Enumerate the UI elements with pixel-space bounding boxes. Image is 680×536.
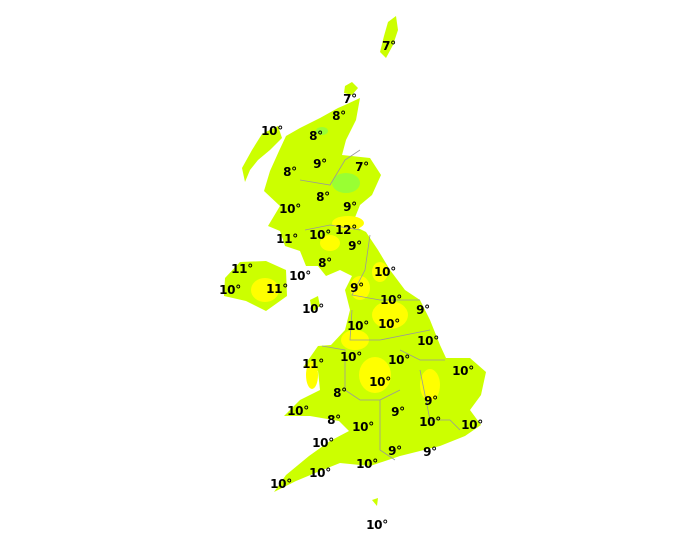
temperature-label-western-isles: 10° (261, 124, 283, 138)
temperature-label-north-wales-border: 10° (340, 350, 362, 364)
temperature-label-cornwall: 10° (270, 477, 292, 491)
temperature-label-lancashire: 10° (347, 319, 369, 333)
temperature-label-north-yorkshire: 10° (380, 293, 402, 307)
temperature-label-cumbria-coast: 10° (289, 269, 311, 283)
temperature-label-south-yorkshire: 10° (378, 317, 400, 331)
temperature-label-essex: 9° (424, 394, 438, 408)
western-isles (242, 126, 282, 182)
temperature-label-glasgow: 10° (309, 228, 331, 242)
temperature-label-fife: 9° (343, 200, 357, 214)
temperature-label-aberdeenshire: 7° (355, 160, 369, 174)
temperature-label-hampshire: 9° (388, 444, 402, 458)
temperature-label-lake-district: 9° (350, 281, 364, 295)
temperature-label-west-midlands: 10° (369, 375, 391, 389)
great-britain (264, 98, 486, 492)
region-borders (299, 149, 461, 461)
temperature-label-antrim: 11° (231, 262, 253, 276)
temperature-label-down: 11° (266, 282, 288, 296)
temperature-label-london: 10° (419, 415, 441, 429)
shetland (380, 16, 398, 58)
temperature-label-isle-of-man: 10° (302, 302, 324, 316)
orkney (344, 82, 358, 95)
temperature-label-argyll: 10° (279, 202, 301, 216)
temperature-label-bristol: 10° (352, 420, 374, 434)
temperature-label-dumfries: 8° (318, 256, 332, 270)
temperature-label-sutherland: 8° (309, 129, 323, 143)
isle-of-man (310, 296, 320, 312)
temperature-label-kent: 10° (461, 418, 483, 432)
temperature-label-mid-wales: 8° (333, 386, 347, 400)
scilly (372, 498, 378, 506)
temperature-label-shetland: 7° (382, 39, 396, 53)
temperature-label-oxfordshire: 9° (391, 405, 405, 419)
temperature-label-east-yorkshire: 9° (416, 303, 430, 317)
temperature-label-borders: 12° (335, 223, 357, 237)
temperature-label-sussex: 9° (423, 445, 437, 459)
temperature-label-north-devon: 10° (312, 436, 334, 450)
temperature-label-caithness: 8° (332, 109, 346, 123)
cool-zones (316, 127, 360, 193)
temperature-label-northumberland: 9° (348, 239, 362, 253)
temperature-label-lincolnshire: 10° (417, 334, 439, 348)
temperature-label-norfolk: 10° (452, 364, 474, 378)
temperature-label-orkney: 7° (343, 92, 357, 106)
temperature-label-perthshire: 8° (316, 190, 330, 204)
temperature-label-south-devon: 10° (309, 466, 331, 480)
temperature-label-fermanagh: 10° (219, 283, 241, 297)
temperature-label-north-yorkshire-coast: 10° (374, 265, 396, 279)
temperature-label-skye: 8° (283, 165, 297, 179)
temperature-label-west-wales: 11° (302, 357, 324, 371)
temperature-label-south-wales: 8° (327, 413, 341, 427)
temperature-label-kintyre: 11° (276, 232, 298, 246)
temperature-label-scilly: 10° (366, 518, 388, 532)
temperature-label-dorset: 10° (356, 457, 378, 471)
temperature-label-pembrokeshire: 10° (287, 404, 309, 418)
temperature-label-highlands: 9° (313, 157, 327, 171)
temperature-label-east-midlands: 10° (388, 353, 410, 367)
